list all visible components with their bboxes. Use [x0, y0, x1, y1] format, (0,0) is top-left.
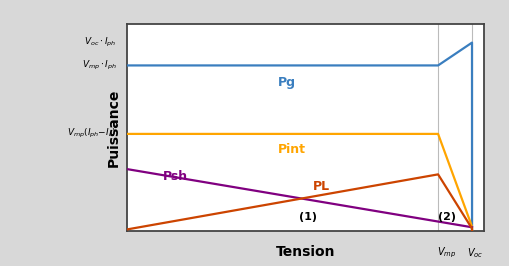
Text: (1): (1)	[298, 212, 316, 222]
X-axis label: Tension: Tension	[276, 245, 335, 259]
Text: $V_{oc}\cdot I_{ph}$: $V_{oc}\cdot I_{ph}$	[84, 36, 117, 49]
Text: Psh: Psh	[163, 169, 188, 182]
Y-axis label: Puissance: Puissance	[106, 89, 120, 167]
Text: PL: PL	[313, 180, 330, 193]
Text: $V_{mp}(I_{ph}{-}I_{L})$: $V_{mp}(I_{ph}{-}I_{L})$	[67, 127, 117, 140]
Text: (2): (2)	[437, 212, 455, 222]
Text: Pint: Pint	[277, 143, 305, 156]
Text: Pg: Pg	[277, 76, 295, 89]
Text: $V_{mp}$: $V_{mp}$	[437, 246, 456, 260]
Text: $V_{mp}\cdot I_{ph}$: $V_{mp}\cdot I_{ph}$	[81, 59, 117, 72]
Text: $V_{oc}$: $V_{oc}$	[466, 246, 483, 260]
